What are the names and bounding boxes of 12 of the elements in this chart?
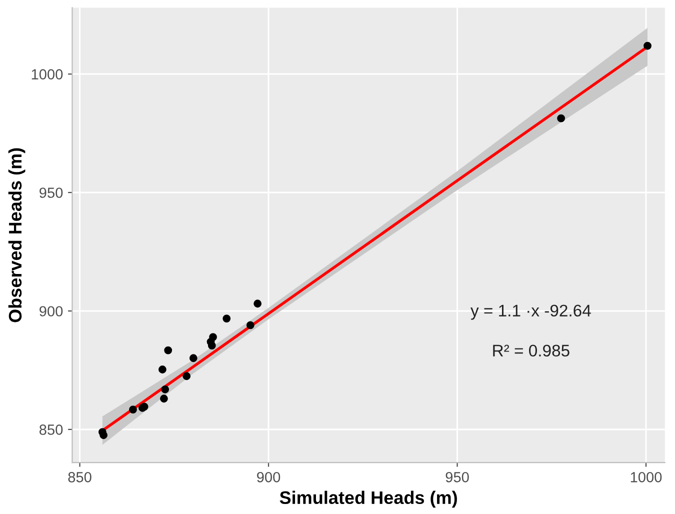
x-tick-label: 950 xyxy=(446,472,469,482)
x-axis-title: Simulated Heads (m) xyxy=(280,490,457,508)
x-tick-label: 1000 xyxy=(630,472,662,482)
x-tick-label: 900 xyxy=(257,472,280,482)
annotation: y = 1.1 ·x -92.64 xyxy=(470,304,591,320)
y-tick-label: 850 xyxy=(40,424,63,435)
y-tick-label: 950 xyxy=(40,188,63,198)
y-tick-label: 1000 xyxy=(32,69,63,80)
x-tick-label: 850 xyxy=(68,472,92,482)
annotation: R² = 0.985 xyxy=(493,344,570,357)
y-axis-title: Observed Heads (m) xyxy=(8,148,26,322)
y-tick-label: 900 xyxy=(40,306,63,316)
